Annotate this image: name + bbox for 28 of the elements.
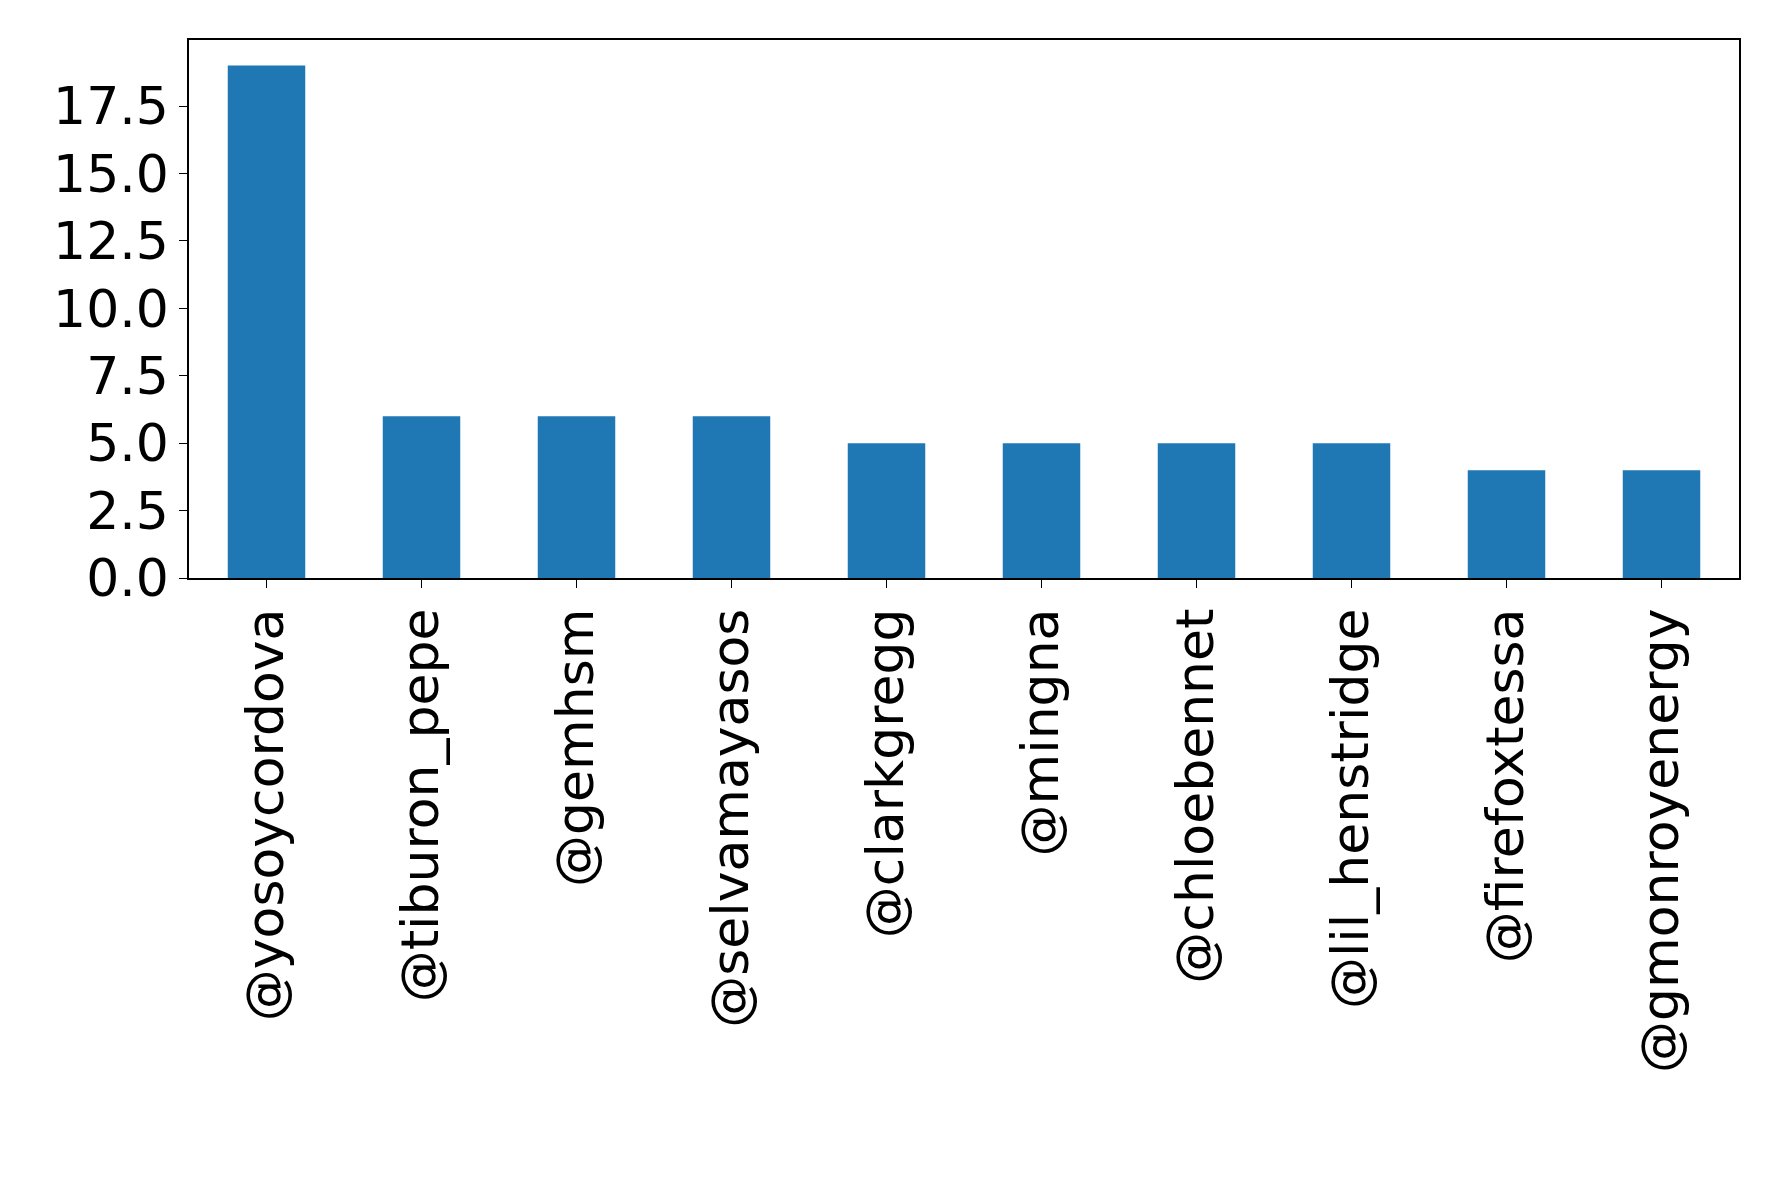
bar <box>382 416 461 578</box>
x-tick-label: @selvamayasos <box>700 608 761 1028</box>
y-tick-label: 15.0 <box>53 143 169 204</box>
bar <box>537 416 616 578</box>
y-tick-label: 5.0 <box>86 413 169 474</box>
bar <box>1467 470 1546 578</box>
bar <box>227 65 306 578</box>
x-tick-label: @tiburon_pepe <box>390 608 451 1003</box>
y-tick-label: 10.0 <box>53 278 169 339</box>
y-tick-label: 7.5 <box>86 345 169 406</box>
y-tick-label: 2.5 <box>86 480 169 541</box>
y-tick-label: 17.5 <box>53 76 169 137</box>
x-tick-label: @yosoycordova <box>235 608 296 1022</box>
bar <box>847 443 926 578</box>
bar <box>1622 470 1701 578</box>
x-tick-label: @clarkgregg <box>855 608 916 939</box>
x-tick-label: @firefoxtessa <box>1475 608 1536 964</box>
y-tick-label: 0.0 <box>86 548 169 609</box>
bar <box>1312 443 1391 578</box>
bar <box>1157 443 1236 578</box>
x-tick-label: @chloebennet <box>1165 608 1226 984</box>
x-tick-label: @lil_henstridge <box>1320 608 1381 1010</box>
x-tick-label: @gemhsm <box>545 608 606 887</box>
x-tick-label: @mingna <box>1010 608 1071 857</box>
x-tick-label: @gmonroyenergy <box>1630 608 1691 1073</box>
bar <box>692 416 771 578</box>
y-tick-label: 12.5 <box>53 211 169 272</box>
bar <box>1002 443 1081 578</box>
